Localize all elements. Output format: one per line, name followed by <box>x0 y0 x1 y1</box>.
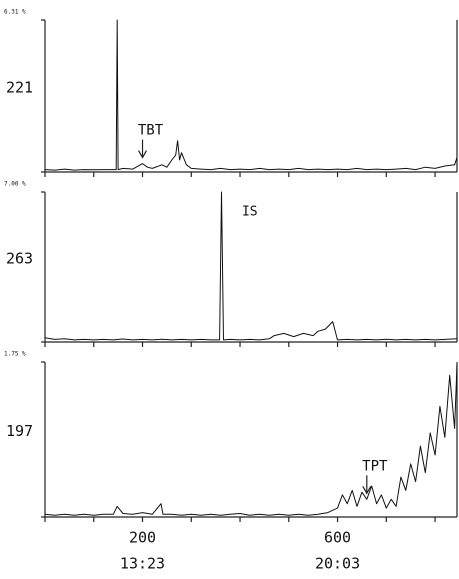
annotation: TPT <box>362 458 388 474</box>
annotation-arrowhead <box>362 485 372 495</box>
x-tick-label: 200 <box>129 529 156 547</box>
trace <box>44 191 458 341</box>
time-label: 20:03 <box>315 555 360 573</box>
annotation-arrowhead <box>137 150 148 159</box>
scale-label: 1.75 % <box>4 351 26 358</box>
annotation: TBT <box>138 123 164 139</box>
x-tick-label: 600 <box>324 529 351 547</box>
trace <box>44 364 458 516</box>
ion-label: 221 <box>6 79 33 97</box>
scale-label: 6.31 % <box>4 9 26 16</box>
annotation: IS <box>242 205 258 220</box>
scale-label: 7.00 % <box>4 181 26 188</box>
ion-label: 197 <box>6 422 33 440</box>
trace <box>44 19 458 171</box>
ion-label: 263 <box>6 250 33 268</box>
time-label: 13:23 <box>120 555 165 573</box>
